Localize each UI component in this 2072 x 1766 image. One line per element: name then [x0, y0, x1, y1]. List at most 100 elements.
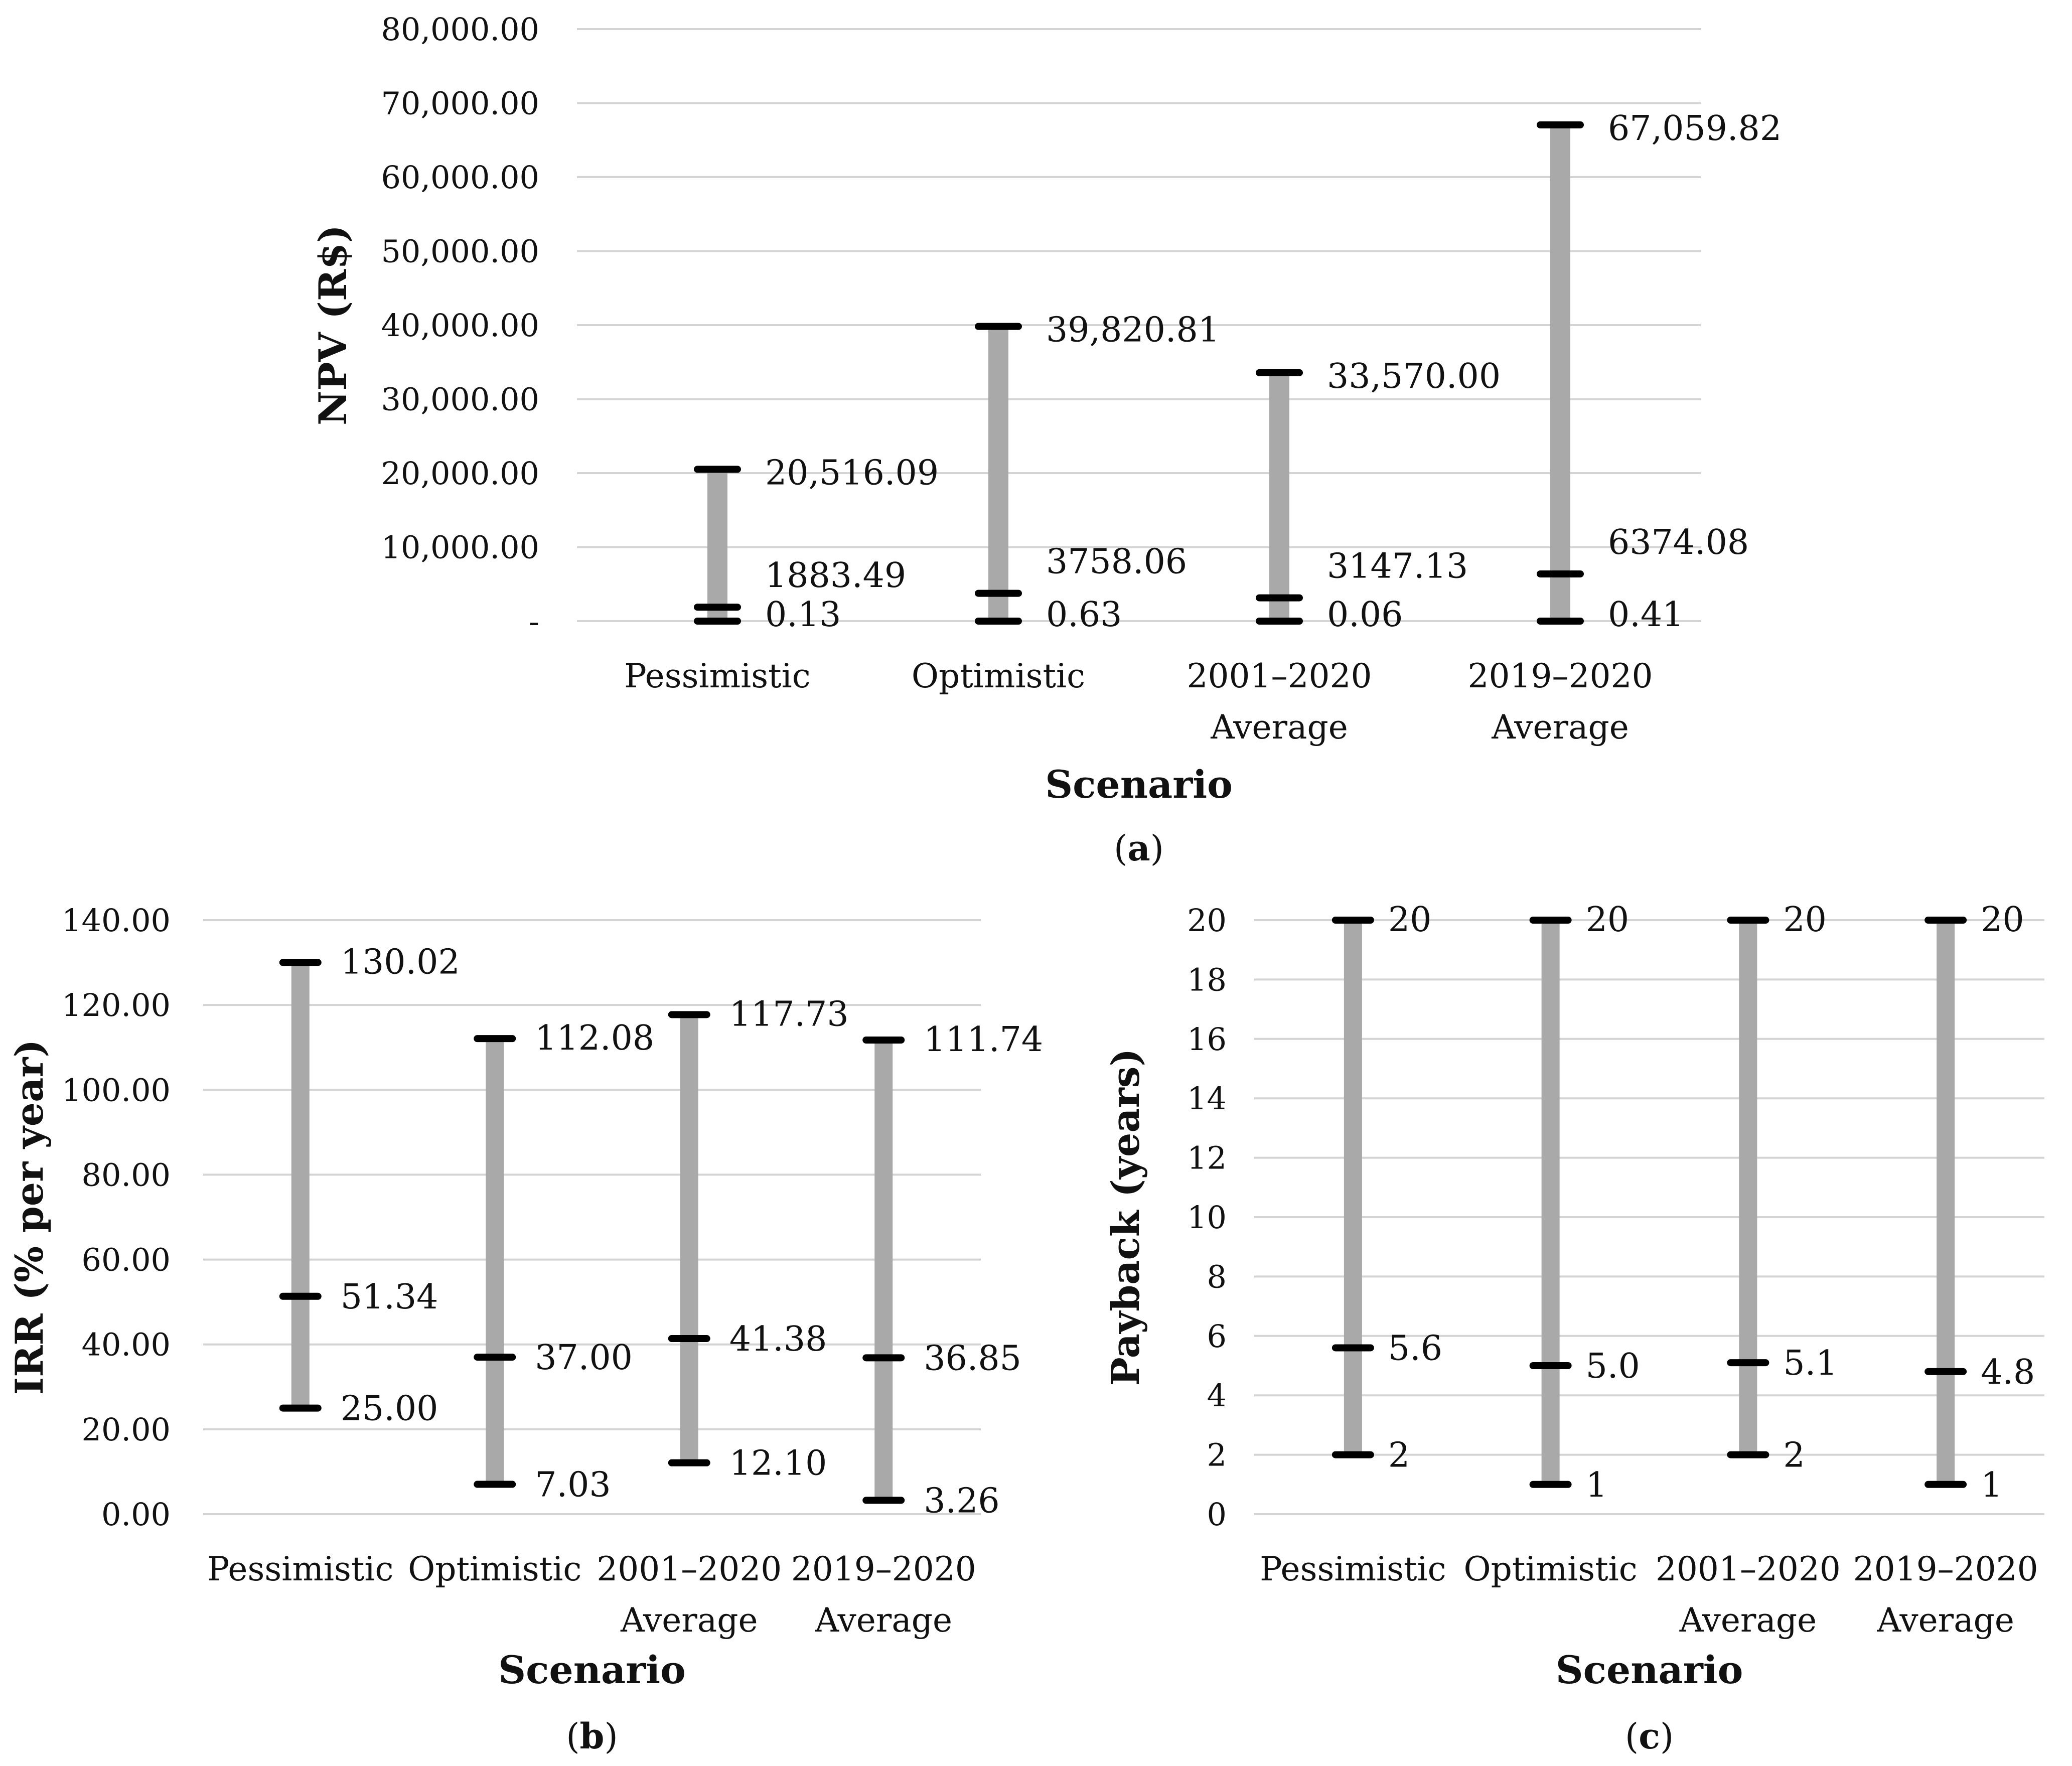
x-category-label: 2019–2020	[1468, 657, 1653, 695]
max-data-label: 33,570.00	[1327, 357, 1501, 396]
min-data-label: 1	[1981, 1465, 2002, 1505]
x-axis-title: Scenario	[1556, 1648, 1743, 1692]
y-tick-label: 8	[1207, 1258, 1227, 1295]
range-series-3: 33,570.00 3147.13 0.06	[1256, 357, 1501, 635]
range-bar	[1937, 920, 1955, 1485]
mid-data-label: 5.1	[1783, 1344, 1837, 1383]
y-axis-title: IRR (% per year)	[7, 1040, 52, 1395]
min-data-label: 2	[1783, 1436, 1805, 1476]
y-tick-label: -	[529, 603, 539, 640]
range-series-3: 205.12	[1727, 900, 1838, 1476]
max-data-label: 20	[1586, 900, 1630, 940]
y-tick-label: 100.00	[62, 1072, 171, 1108]
range-series-1: 205.62	[1331, 900, 1442, 1476]
max-data-label: 39,820.81	[1046, 311, 1220, 350]
mid-data-label: 37.00	[535, 1338, 633, 1378]
x-category-label: 2001–2020	[1187, 657, 1372, 695]
y-tick-label: 40.00	[82, 1327, 171, 1363]
x-category-label: Average	[1491, 708, 1629, 747]
x-category-label: Optimistic	[912, 657, 1085, 695]
y-tick-label: 70,000.00	[381, 85, 539, 122]
x-axis-title: Scenario	[498, 1648, 686, 1692]
x-category-label: Pessimistic	[1260, 1550, 1446, 1588]
x-category-label: Average	[814, 1601, 952, 1640]
range-series-1: 130.02 51.34 25.00	[279, 942, 460, 1429]
range-bar	[874, 1040, 893, 1501]
y-tick-label: 18	[1187, 961, 1227, 998]
min-data-label: 7.03	[535, 1465, 611, 1505]
max-data-label: 20	[1783, 900, 1827, 940]
y-tick-label: 20,000.00	[381, 455, 539, 492]
x-axis-title: Scenario	[1045, 762, 1233, 807]
range-bar	[988, 326, 1008, 621]
min-data-label: 3.26	[924, 1481, 999, 1521]
range-series-2: 39,820.81 3758.06 0.63	[975, 311, 1220, 635]
panel-caption: (c)	[1625, 1715, 1674, 1757]
panel-caption: (b)	[566, 1715, 618, 1757]
min-data-label: 1	[1586, 1465, 1607, 1505]
x-category-label: Average	[1876, 1601, 2014, 1640]
range-bar	[1269, 372, 1289, 621]
mid-data-label: 6374.08	[1608, 523, 1749, 562]
x-category-label: 2019–2020	[1853, 1550, 2038, 1588]
mid-data-label: 5.0	[1586, 1347, 1640, 1386]
y-tick-label: 80.00	[82, 1156, 171, 1193]
y-tick-label: 10	[1187, 1199, 1227, 1236]
min-data-label: 2	[1388, 1436, 1410, 1476]
x-category-label: Average	[620, 1601, 758, 1640]
mid-data-label: 5.6	[1388, 1329, 1442, 1368]
max-data-label: 20	[1388, 900, 1432, 940]
range-series-2: 112.08 37.00 7.03	[474, 1018, 654, 1505]
chart-panel-a: - 10,000.00 20,000.00 30,000.00 40,000.00 50,…	[311, 11, 1782, 869]
range-bar	[1550, 124, 1570, 621]
y-tick-label: 30,000.00	[381, 381, 539, 418]
range-bar	[291, 962, 310, 1408]
max-data-label: 20,516.09	[765, 453, 939, 493]
range-bar	[1541, 920, 1560, 1485]
mid-data-label: 36.85	[924, 1339, 1021, 1378]
y-tick-label: 40,000.00	[381, 307, 539, 344]
x-category-label: 2001–2020	[597, 1550, 782, 1588]
y-tick-label: 14	[1187, 1080, 1227, 1117]
panel-caption: (a)	[1114, 827, 1164, 869]
mid-data-label: 1883.49	[765, 556, 906, 596]
min-data-label: 25.00	[341, 1389, 438, 1429]
mid-data-label: 51.34	[341, 1277, 438, 1317]
y-tick-label: 50,000.00	[381, 233, 539, 270]
min-data-label: 0.13	[765, 595, 841, 635]
min-data-label: 0.41	[1608, 595, 1684, 635]
max-data-label: 67,059.82	[1608, 109, 1782, 149]
y-tick-label: 140.00	[62, 902, 171, 939]
x-category-label: Optimistic	[408, 1550, 581, 1588]
range-bar	[1344, 920, 1362, 1455]
y-axis-title: NPV (R$)	[311, 225, 355, 425]
x-category-label: 2001–2020	[1656, 1550, 1841, 1588]
y-tick-label: 0.00	[101, 1496, 171, 1533]
min-data-label: 0.63	[1046, 595, 1122, 635]
y-tick-label: 6	[1207, 1318, 1227, 1355]
mid-data-label: 3758.06	[1046, 542, 1187, 582]
y-tick-label: 4	[1207, 1377, 1227, 1414]
min-data-label: 0.06	[1327, 595, 1403, 635]
mid-data-label: 3147.13	[1327, 547, 1468, 586]
range-series-1: 20,516.09 1883.490.13	[694, 453, 939, 635]
y-tick-label: 80,000.00	[381, 11, 539, 48]
y-tick-label: 12	[1187, 1140, 1227, 1176]
y-tick-label: 120.00	[62, 987, 171, 1023]
mid-data-label: 41.38	[729, 1319, 827, 1359]
range-series-3: 117.73 41.38 12.10	[668, 994, 849, 1484]
chart-panel-b: 0.00 20.00 40.00 60.00 80.00 100.00 120.00 140.…	[7, 902, 1043, 1757]
y-axis-title: Payback (years)	[1103, 1049, 1148, 1386]
x-category-label: Pessimistic	[207, 1550, 394, 1588]
y-tick-label: 60.00	[82, 1242, 171, 1278]
range-bar	[1739, 920, 1757, 1455]
x-category-label: Average	[1210, 708, 1348, 747]
y-tick-label: 10,000.00	[381, 529, 539, 566]
mid-data-label: 4.8	[1981, 1353, 2035, 1392]
max-data-label: 130.02	[341, 942, 460, 982]
range-bar	[707, 469, 727, 621]
range-series-4: 67,059.82 6374.08 0.41	[1537, 109, 1782, 635]
y-tick-label: 20.00	[82, 1411, 171, 1448]
